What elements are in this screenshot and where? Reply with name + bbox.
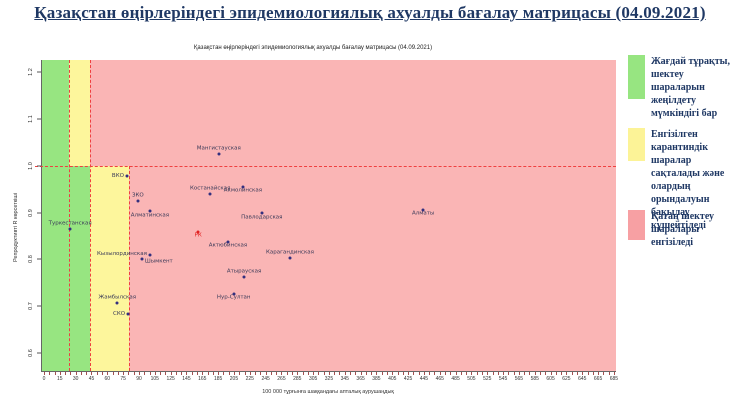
zone-boundary-line-2 bbox=[89, 60, 91, 371]
legend-text-strict: Қатаң шектеу шаралары енгізіледі bbox=[651, 211, 715, 248]
data-point-label: РК bbox=[194, 232, 202, 239]
data-point: СКО bbox=[113, 311, 130, 316]
legend-swatch-yellow bbox=[628, 128, 645, 161]
data-point: Жамбылская bbox=[98, 295, 136, 305]
x-axis-label: 100 000 тұрғынға шаққандағы апталық ауру… bbox=[262, 389, 394, 395]
data-point-label: Нур-Султан bbox=[216, 294, 251, 301]
zone-yellow-top bbox=[68, 60, 90, 167]
data-point: Актюбинская bbox=[209, 240, 247, 248]
data-point: Алматинская bbox=[131, 209, 169, 218]
data-point-label: ЗКО bbox=[131, 192, 144, 199]
data-point: Карагандинская bbox=[266, 250, 314, 260]
data-point-label: Атырауская bbox=[226, 268, 262, 275]
legend-item-strict: Қатаң шектеу шаралары енгізіледі bbox=[628, 210, 738, 249]
legend-text-quarantine-kept: Енгізілген карантиндік шаралар сақталады… bbox=[651, 129, 725, 231]
data-point-label: Актюбинская bbox=[208, 242, 248, 249]
legend-item-stable: Жағдай тұрақты, шектеу шараларын жеңілде… bbox=[628, 55, 738, 120]
data-point: Туркестанская bbox=[49, 221, 92, 231]
data-point: Акмолинская bbox=[224, 185, 262, 193]
data-point-label: Туркестанская bbox=[48, 220, 92, 227]
data-point-label: Алматы bbox=[411, 210, 435, 217]
data-point-label: Жамбылская bbox=[98, 294, 137, 301]
zone-green-bottom bbox=[42, 166, 90, 371]
x-axis-ticks: 0 15 30 45 60 75 90 105 125 145 165 185 205 225 245 265… bbox=[41, 372, 618, 386]
data-point: Шымкент bbox=[140, 257, 173, 264]
data-point: ВКО bbox=[112, 173, 129, 178]
data-point: Алматы bbox=[412, 208, 434, 216]
data-point: Атырауская bbox=[227, 269, 261, 279]
data-point: Кызылординская bbox=[97, 252, 152, 257]
y-axis-ticks: 1.2 1.1 1.0 0.9 0.8 0.7 0.6 bbox=[0, 60, 41, 371]
data-point-label: Алматинская bbox=[130, 212, 170, 219]
legend-item-quarantine-kept: Енгізілген карантиндік шаралар сақталады… bbox=[628, 128, 738, 232]
legend-swatch-green bbox=[628, 55, 645, 99]
zone-boundary-line-3 bbox=[129, 166, 131, 371]
data-point: Павлодарская bbox=[241, 211, 282, 220]
plot-area: Мангистауская ВКО ЗКО Костанайская Акмолинск… bbox=[35, 60, 616, 372]
r-threshold-line bbox=[35, 166, 616, 168]
data-point-label: Костанайская bbox=[189, 185, 231, 192]
page-title: Қазақстан өңірлеріндегі эпидемиологиялық… bbox=[34, 3, 706, 22]
data-point: РК bbox=[195, 230, 202, 238]
data-point-label: Павлодарская bbox=[241, 214, 283, 220]
data-point-label: Акмолинская bbox=[223, 187, 263, 194]
legend-swatch-red bbox=[628, 210, 645, 240]
data-point-label: СКО bbox=[113, 310, 126, 317]
data-point: Костанайская bbox=[190, 186, 230, 196]
data-point-label: Мангистауская bbox=[196, 145, 241, 152]
data-point: ЗКО bbox=[132, 193, 144, 203]
data-point-label: Карагандинская bbox=[265, 249, 314, 256]
data-point-label: ВКО bbox=[111, 172, 124, 179]
data-point: Нур-Султан bbox=[217, 292, 251, 300]
legend-text-stable: Жағдай тұрақты, шектеу шараларын жеңілде… bbox=[651, 56, 730, 119]
zone-green-top bbox=[42, 60, 69, 167]
data-point-label: Кызылординская bbox=[97, 251, 147, 258]
chart-title: Қазақстан өңірлеріндегі эпидемиологиялық… bbox=[193, 45, 433, 51]
data-point: Мангистауская bbox=[197, 146, 241, 156]
data-point-label: Шымкент bbox=[144, 258, 173, 265]
zone-boundary-line-1 bbox=[68, 60, 70, 371]
zone-yellow-bottom bbox=[89, 166, 130, 371]
